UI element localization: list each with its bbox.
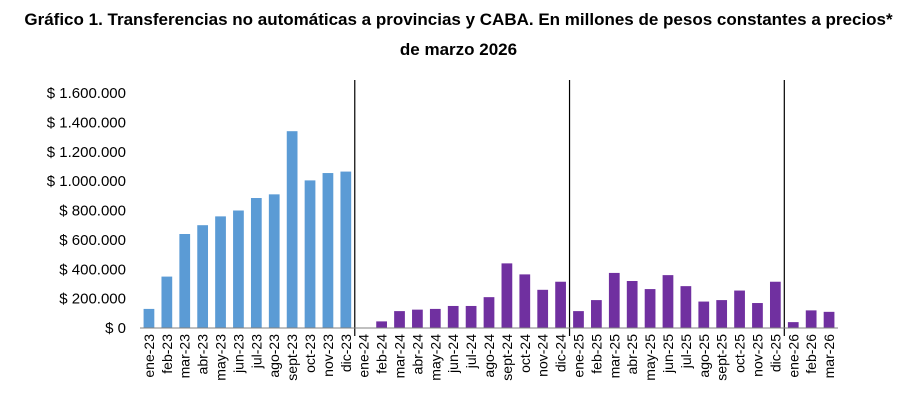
bar-dic-25	[769, 281, 781, 328]
y-tick-label: $ 200.000	[59, 291, 126, 308]
bar-mar-25	[608, 272, 620, 328]
x-tick-label: sept-25	[714, 334, 730, 381]
x-tick-label: feb-23	[159, 334, 175, 374]
bar-feb-23	[161, 276, 173, 328]
bar-jun-24	[447, 305, 459, 328]
x-tick-label: ene-26	[785, 334, 801, 378]
bar-sept-23	[286, 131, 298, 328]
x-tick-label: dic-24	[553, 334, 569, 372]
bar-oct-24	[519, 274, 531, 328]
bar-jul-25	[680, 286, 692, 328]
x-tick-label: abr-23	[195, 334, 211, 375]
bar-feb-25	[591, 300, 602, 328]
bar-oct-23	[304, 180, 316, 328]
bar-jul-23	[250, 198, 262, 328]
chart-title-line-1: Gráfico 1. Transferencias no automáticas…	[24, 10, 893, 29]
bar-oct-25	[734, 290, 745, 328]
y-tick-label: $ 1.600.000	[47, 85, 126, 102]
x-tick-label: mar-23	[177, 334, 193, 379]
x-tick-label: feb-24	[374, 334, 390, 374]
bar-dic-23	[340, 171, 352, 328]
x-tick-label: ago-23	[266, 334, 282, 378]
y-tick-label: $ 0	[105, 320, 126, 337]
bar-ene-25	[573, 311, 584, 328]
x-tick-label: may-23	[213, 334, 229, 381]
bar-may-25	[644, 289, 656, 328]
chart-title-line-2: de marzo 2026	[399, 40, 518, 59]
bar-abr-24	[412, 309, 423, 328]
x-tick-label: feb-26	[803, 334, 819, 374]
bar-abr-25	[626, 281, 638, 328]
x-tick-label: mar-25	[606, 334, 622, 379]
bar-may-23	[215, 216, 226, 328]
bar-sept-25	[716, 300, 728, 328]
x-tick-label: ago-25	[696, 334, 712, 378]
bar-nov-23	[322, 173, 334, 328]
x-tick-label: ene-24	[356, 334, 372, 378]
bar-mar-24	[394, 311, 405, 328]
bar-ago-25	[698, 301, 710, 328]
bar-ene-23	[143, 308, 155, 328]
x-tick-label: may-25	[642, 334, 658, 381]
x-tick-label: dic-25	[767, 334, 783, 372]
bar-nov-24	[537, 289, 549, 328]
y-tick-label: $ 1.200.000	[47, 144, 126, 161]
y-tick-label: $ 800.000	[59, 203, 126, 220]
y-tick-label: $ 600.000	[59, 232, 126, 249]
x-tick-label: oct-24	[517, 334, 533, 373]
y-tick-label: $ 400.000	[59, 261, 126, 278]
x-tick-label: abr-24	[409, 334, 425, 375]
x-tick-label: mar-24	[392, 334, 408, 379]
x-tick-label: jun-25	[660, 334, 676, 374]
x-tick-label: jul-25	[678, 334, 694, 369]
x-tick-label: jul-23	[248, 334, 264, 369]
x-tick-label: sept-24	[499, 334, 515, 381]
x-tick-label: jul-24	[463, 334, 479, 369]
bar-ene-26	[787, 322, 799, 328]
bar-mar-23	[179, 234, 191, 328]
bar-abr-23	[197, 225, 209, 328]
x-tick-label: oct-25	[732, 334, 748, 373]
bar-sept-24	[501, 263, 513, 328]
bar-ago-24	[483, 297, 495, 328]
bar-nov-25	[752, 303, 763, 328]
y-tick-label: $ 1.400.000	[47, 114, 126, 131]
x-tick-label: ene-25	[570, 334, 586, 378]
x-tick-label: ene-23	[141, 334, 157, 378]
x-tick-label: nov-23	[320, 334, 336, 377]
x-tick-label: jun-23	[230, 334, 246, 374]
bar-mar-26	[823, 311, 835, 328]
x-tick-label: jun-24	[445, 334, 461, 374]
bar-feb-24	[376, 321, 387, 328]
bar-jun-25	[662, 275, 674, 328]
bar-ago-23	[268, 194, 280, 328]
bar-dic-24	[555, 281, 566, 328]
bar-jun-23	[233, 210, 244, 328]
x-tick-label: ago-24	[481, 334, 497, 378]
bar-jul-24	[465, 305, 477, 328]
bar-feb-26	[805, 310, 817, 328]
x-tick-label: may-24	[427, 334, 443, 381]
x-tick-label: feb-25	[588, 334, 604, 374]
x-tick-label: dic-23	[338, 334, 354, 372]
x-tick-label: sept-23	[284, 334, 300, 381]
x-tick-label: nov-25	[749, 334, 765, 377]
x-tick-label: mar-26	[821, 334, 837, 379]
x-tick-label: nov-24	[535, 334, 551, 377]
y-tick-label: $ 1.000.000	[47, 173, 126, 190]
bar-may-24	[429, 308, 441, 328]
x-tick-label: oct-23	[302, 334, 318, 373]
x-tick-label: abr-25	[624, 334, 640, 375]
